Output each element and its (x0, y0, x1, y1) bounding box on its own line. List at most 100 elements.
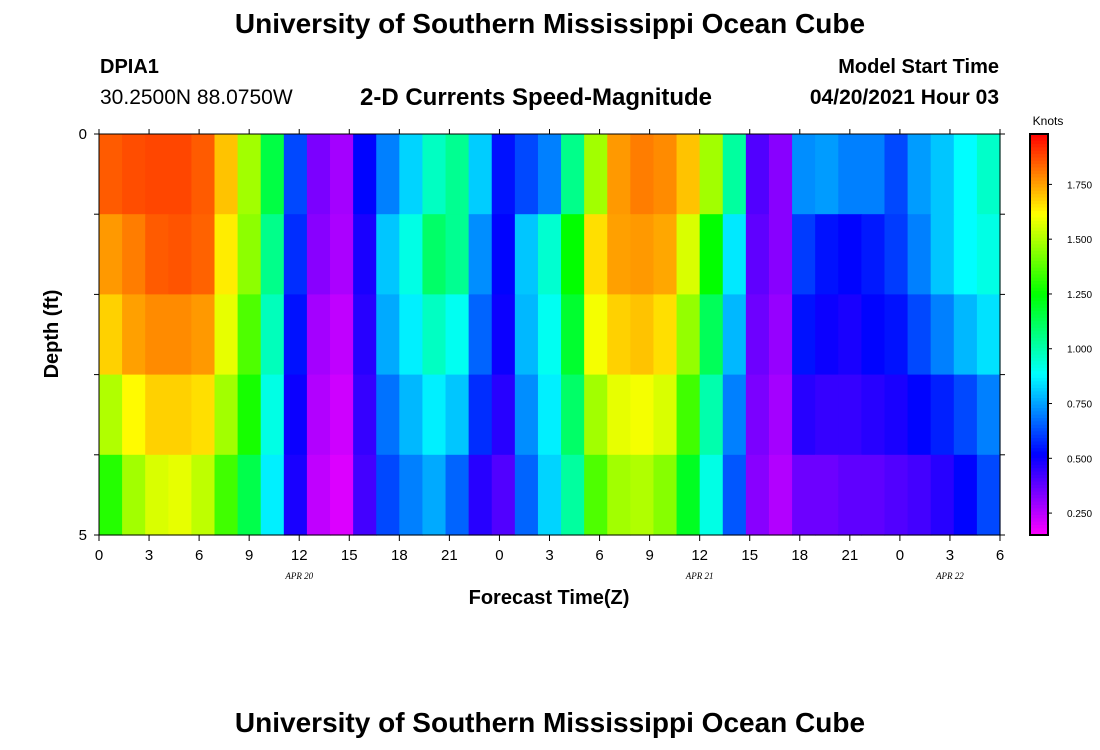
heatmap-cell (537, 214, 562, 295)
heatmap-cell (514, 454, 539, 536)
heatmap-cell (122, 134, 146, 215)
heatmap-cell (607, 454, 631, 536)
heatmap-cell (607, 294, 631, 376)
colorbar-swatch (1030, 434, 1048, 439)
x-tick-label: 21 (441, 547, 458, 564)
heatmap-cell (330, 214, 354, 295)
heatmap-cell (191, 374, 216, 456)
x-tick-label: 21 (841, 547, 858, 564)
heatmap-cell (884, 374, 909, 456)
colorbar-swatch (1030, 314, 1048, 319)
heatmap-cell (122, 294, 146, 376)
heatmap-cell (445, 294, 470, 376)
heatmap-cell (399, 374, 424, 456)
date-label: APR 21 (685, 571, 714, 581)
heatmap-cell (330, 454, 354, 536)
heatmap-cell (861, 134, 886, 215)
heatmap-cell (99, 374, 123, 456)
heatmap-cell (353, 454, 377, 536)
heatmap-cell (630, 294, 655, 376)
colorbar-swatch (1030, 341, 1048, 346)
footer-title: University of Southern Mississippi Ocean… (234, 707, 866, 738)
x-tick-label: 6 (595, 547, 603, 564)
heatmap-cell (537, 454, 562, 536)
heatmap-cell (838, 214, 862, 295)
colorbar-swatch (1030, 491, 1048, 496)
colorbar-swatch (1030, 397, 1048, 402)
colorbar-swatch (1030, 494, 1048, 499)
x-tick-label: 3 (946, 547, 954, 564)
colorbar-tick-label: 0.250 (1067, 509, 1092, 520)
heatmap-cell (99, 214, 123, 295)
heatmap-cell (283, 374, 308, 456)
heatmap-cell (491, 454, 516, 536)
colorbar-swatch (1030, 484, 1048, 489)
heatmap-cell (584, 374, 608, 456)
colorbar: 1.750 1.500 1.250 1.000 0.750 0.500 0.250 (1029, 133, 1092, 536)
heatmap-cell (907, 374, 932, 456)
heatmap-cell (537, 294, 562, 376)
x-tick-label: 9 (645, 547, 653, 564)
heatmap-cell (168, 374, 193, 456)
colorbar-swatch (1030, 354, 1048, 359)
heatmap-cell (976, 134, 1001, 215)
colorbar-swatch (1030, 150, 1048, 155)
x-tick-label: 0 (896, 547, 904, 564)
heatmap-cell (884, 454, 909, 536)
model-start-label: Model Start Time (838, 56, 999, 78)
heatmap-cell (283, 214, 308, 295)
heatmap-cell (260, 134, 285, 215)
colorbar-swatch (1030, 204, 1048, 209)
heatmap-cell (561, 454, 585, 536)
heatmap-cell (792, 134, 816, 215)
heatmap-cell (676, 454, 701, 536)
heatmap-cell (745, 374, 770, 456)
colorbar-swatch (1030, 478, 1048, 483)
colorbar-swatch (1030, 351, 1048, 356)
chart-title: 2-D Currents Speed-Magnitude (360, 84, 713, 111)
heatmap-cell (491, 294, 516, 376)
heatmap-cell (468, 374, 493, 456)
colorbar-swatch (1030, 170, 1048, 175)
colorbar-swatch (1030, 234, 1048, 239)
heatmap-cell (445, 214, 470, 295)
colorbar-swatch (1030, 254, 1048, 259)
heatmap-cell (584, 454, 608, 536)
heatmap-cell (283, 294, 308, 376)
heatmap-cell (815, 454, 839, 536)
heatmap-cell (399, 134, 424, 215)
heatmap-cell (514, 134, 539, 215)
colorbar-swatch (1030, 391, 1048, 396)
heatmap-cell (976, 214, 1001, 295)
heatmap-cell (607, 374, 631, 456)
heatmap-cell (145, 294, 169, 376)
heatmap-cell (214, 134, 239, 215)
colorbar-swatch (1030, 337, 1048, 342)
heatmap-cell (376, 374, 400, 456)
heatmap-cell (584, 294, 608, 376)
heatmap-cell (630, 134, 655, 215)
colorbar-swatch (1030, 471, 1048, 476)
x-tick-label: 12 (291, 547, 308, 564)
colorbar-swatch (1030, 271, 1048, 275)
colorbar-swatch (1030, 210, 1048, 215)
heatmap-cell (768, 134, 793, 215)
colorbar-tick-label: 1.250 (1067, 290, 1092, 301)
heatmap-cell (514, 374, 539, 456)
colorbar-swatch (1030, 458, 1048, 463)
heatmap-cell (792, 294, 816, 376)
colorbar-swatch (1030, 374, 1048, 379)
colorbar-swatch (1030, 144, 1048, 148)
heatmap-cell (214, 294, 239, 376)
colorbar-tick-label: 1.500 (1067, 235, 1092, 246)
y-axis-label: Depth (ft) (41, 290, 63, 379)
colorbar-swatch (1030, 287, 1048, 292)
colorbar-swatch (1030, 307, 1048, 312)
heatmap-cell (468, 454, 493, 536)
heatmap-cell (283, 134, 308, 215)
x-axis-label: Forecast Time(Z) (469, 587, 630, 609)
colorbar-swatch (1030, 504, 1048, 509)
heatmap-cell (468, 294, 493, 376)
heatmap-cell (376, 454, 400, 536)
heatmap-cell (630, 454, 655, 536)
